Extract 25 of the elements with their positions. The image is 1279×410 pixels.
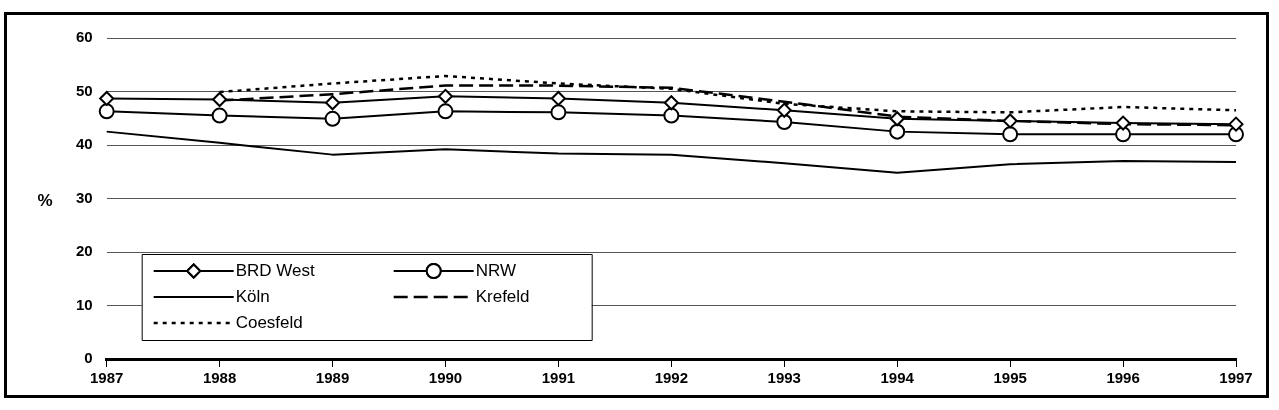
x-tick-label: 1992 xyxy=(654,369,689,387)
x-tick-label: 1993 xyxy=(767,369,801,387)
y-tick-label: 20 xyxy=(76,242,93,260)
x-tick-label: 1987 xyxy=(90,369,124,387)
x-tick-label: 1994 xyxy=(880,369,915,387)
legend-label: BRD West xyxy=(235,260,315,280)
y-tick-label: 60 xyxy=(76,28,93,46)
x-tick-label: 1990 xyxy=(428,369,463,387)
x-tick-label: 1989 xyxy=(315,369,350,387)
x-tick-label: 1995 xyxy=(993,369,1027,387)
y-tick-label: 10 xyxy=(76,295,93,313)
y-tick-label: 40 xyxy=(76,135,93,153)
frame: 1987 1988 1989 1990 1991 1992 1993 1994 1995 1996 1997 0 10 20 30 40 50 60 % BRD West NRW Köln Krefeld Coesfeld xyxy=(4,12,1269,398)
legend-label: Coesfeld xyxy=(235,312,303,332)
y-tick-label: 50 xyxy=(76,81,93,99)
y-axis-title: % xyxy=(37,191,53,211)
y-tick-label: 0 xyxy=(84,349,93,367)
y-tick-label: 30 xyxy=(76,188,93,206)
x-tick-label: 1991 xyxy=(541,369,576,387)
legend-label: Krefeld xyxy=(475,286,530,306)
legend-label: NRW xyxy=(475,260,516,280)
x-tick-label: 1988 xyxy=(202,369,237,387)
x-tick-label: 1996 xyxy=(1106,369,1140,387)
x-tick-label: 1997 xyxy=(1219,369,1253,387)
legend-label: Köln xyxy=(235,286,270,306)
